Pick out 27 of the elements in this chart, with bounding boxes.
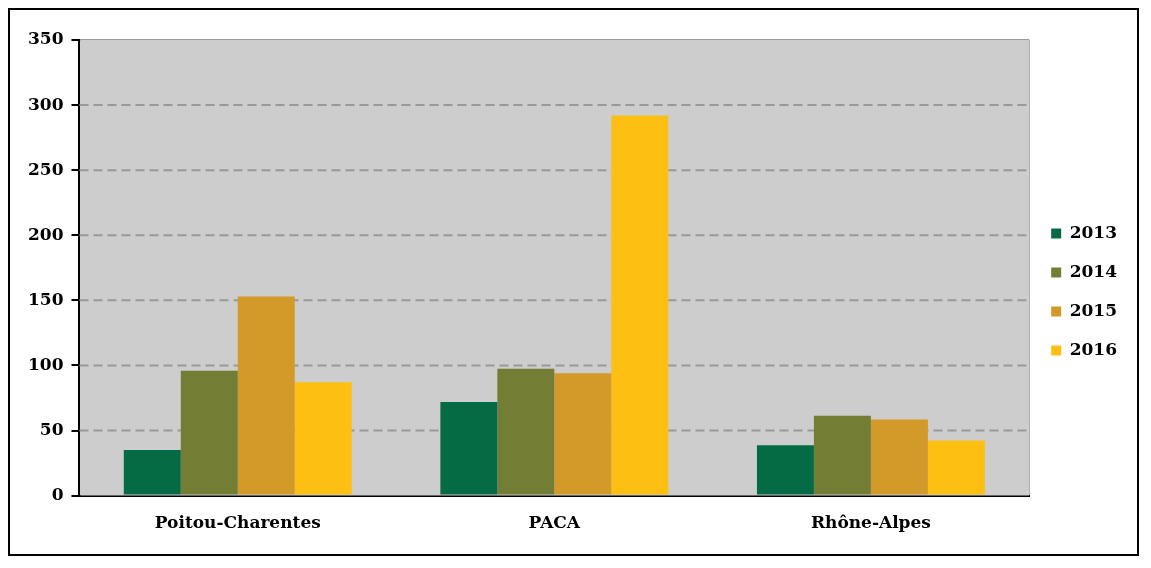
y-tick-label: 250 <box>27 158 64 179</box>
y-tick-label: 0 <box>51 484 64 505</box>
y-tick-label: 350 <box>27 28 64 49</box>
bar <box>756 445 814 495</box>
bar <box>123 450 181 495</box>
legend-label: 2015 <box>1069 299 1118 320</box>
x-tick-label: PACA <box>528 512 581 533</box>
x-tick-label: Poitou-Charentes <box>154 512 321 533</box>
y-tick-label: 100 <box>27 353 64 374</box>
y-tick-label: 300 <box>27 93 64 114</box>
legend-label: 2016 <box>1069 338 1118 359</box>
bar <box>497 368 555 495</box>
legend-label: 2014 <box>1069 260 1118 281</box>
y-tick-label: 200 <box>27 223 64 244</box>
bar <box>611 115 669 495</box>
bar <box>927 440 985 495</box>
x-tick-label: Rhône-Alpes <box>810 512 931 533</box>
y-tick-label: 150 <box>27 288 64 309</box>
bar <box>870 419 928 495</box>
bar <box>440 401 498 495</box>
bar <box>554 373 612 495</box>
bar <box>237 296 295 495</box>
bar <box>813 415 871 495</box>
legend-label: 2013 <box>1069 221 1118 242</box>
y-tick-label: 50 <box>39 418 64 439</box>
bar <box>180 370 238 495</box>
bar <box>294 382 352 495</box>
